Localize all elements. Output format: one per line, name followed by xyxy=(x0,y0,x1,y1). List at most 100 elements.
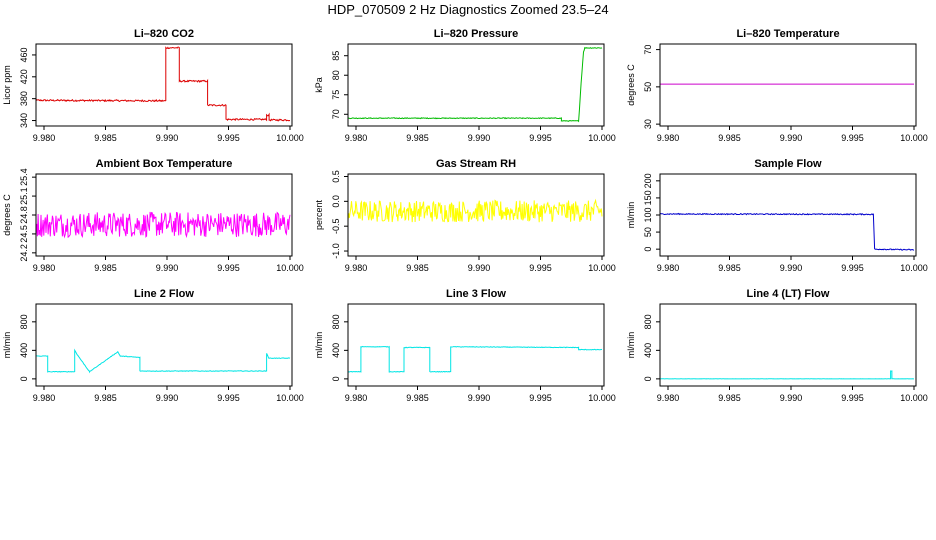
series-line xyxy=(348,345,603,373)
chart-panel-6: Sample Flow ml/min 9.980 9.985 9.990 9.995 10.… xyxy=(626,158,928,273)
x-tick-label: 9.980 xyxy=(345,133,368,143)
plot-frame xyxy=(347,173,605,257)
chart-panel-9: Line 4 (LT) Flow ml/min 9.980 9.985 9.990 9.9… xyxy=(626,288,928,403)
x-tick-label: 9.980 xyxy=(33,133,56,143)
x-tick-label: 9.995 xyxy=(217,393,240,403)
x-tick-label: 9.995 xyxy=(841,133,864,143)
x-tick-label: 10.000 xyxy=(276,133,304,143)
y-tick-label: 50 xyxy=(643,227,653,237)
y-tick-label: 0 xyxy=(643,376,653,381)
panel-title: Li–820 CO2 xyxy=(134,28,194,40)
x-tick-label: 9.980 xyxy=(657,133,680,143)
y-tick-label: 0.5 xyxy=(331,170,341,183)
x-tick-label: 9.990 xyxy=(780,393,803,403)
y-tick-label: 85 xyxy=(331,51,341,61)
y-axis-label: degrees C xyxy=(626,64,636,106)
panel-title: Ambient Box Temperature xyxy=(96,158,233,170)
x-tick-label: 9.985 xyxy=(94,393,117,403)
x-tick-label: 9.995 xyxy=(217,133,240,143)
x-tick-label: 9.980 xyxy=(345,393,368,403)
y-tick-label: 400 xyxy=(331,343,341,358)
x-tick-label: 9.995 xyxy=(841,393,864,403)
y-tick-label: 70 xyxy=(643,45,653,55)
x-tick-label: 9.980 xyxy=(345,263,368,273)
x-tick-label: 9.995 xyxy=(841,263,864,273)
x-tick-label: 9.990 xyxy=(780,133,803,143)
x-tick-label: 9.995 xyxy=(529,263,552,273)
y-axis-label: ml/min xyxy=(2,332,12,359)
x-tick-label: 9.990 xyxy=(780,263,803,273)
y-axis-label: ml/min xyxy=(626,202,636,229)
y-tick-label: 100 xyxy=(643,207,653,222)
x-tick-label: 9.995 xyxy=(529,133,552,143)
plot-frame xyxy=(659,43,917,127)
x-tick-label: 9.995 xyxy=(529,393,552,403)
series-line xyxy=(660,212,915,251)
y-tick-label: 380 xyxy=(19,91,29,106)
chart-panel-1: Li–820 CO2 Licor ppm 9.980 9.985 9.990 9.995 1… xyxy=(2,28,304,143)
chart-panel-5: Gas Stream RH percent 9.980 9.985 9.990 9.995… xyxy=(314,158,616,273)
y-tick-label: 24.2 xyxy=(19,244,29,262)
x-tick-label: 10.000 xyxy=(900,263,928,273)
plot-frame xyxy=(347,43,605,127)
x-tick-label: 9.990 xyxy=(468,393,491,403)
chart-panel-7: Line 2 Flow ml/min 9.980 9.985 9.990 9.995 10.… xyxy=(2,288,304,403)
series-line xyxy=(36,348,291,374)
y-tick-label: 460 xyxy=(19,47,29,62)
y-tick-label: 50 xyxy=(643,82,653,92)
y-tick-label: 150 xyxy=(643,190,653,205)
x-tick-label: 9.990 xyxy=(156,133,179,143)
y-tick-label: 70 xyxy=(331,109,341,119)
plot-frame xyxy=(35,173,293,257)
panel-title: Li–820 Temperature xyxy=(736,28,839,40)
page-title: HDP_070509 2 Hz Diagnostics Zoomed 23.5–… xyxy=(327,2,609,17)
y-tick-label: 80 xyxy=(331,70,341,80)
y-tick-label: 75 xyxy=(331,90,341,100)
y-axis-label: degrees C xyxy=(2,194,12,236)
y-tick-label: 0.0 xyxy=(331,195,341,208)
y-tick-label: 24.5 xyxy=(19,225,29,243)
y-tick-label: 420 xyxy=(19,69,29,84)
series-line xyxy=(36,211,291,239)
panel-title: Line 4 (LT) Flow xyxy=(747,288,830,300)
chart-panel-2: Li–820 Pressure kPa 9.980 9.985 9.990 9.995 10… xyxy=(314,28,616,143)
y-axis-label: ml/min xyxy=(314,332,324,359)
x-tick-label: 9.985 xyxy=(718,263,741,273)
y-tick-label: 400 xyxy=(19,343,29,358)
x-tick-label: 9.985 xyxy=(406,133,429,143)
x-tick-label: 9.990 xyxy=(156,393,179,403)
plot-frame xyxy=(659,173,917,257)
x-tick-label: 9.985 xyxy=(718,393,741,403)
y-tick-label: 0 xyxy=(19,376,29,381)
x-tick-label: 9.980 xyxy=(657,263,680,273)
chart-panel-4: Ambient Box Temperature degrees C 9.980 9.9… xyxy=(2,158,304,273)
x-tick-label: 9.990 xyxy=(468,133,491,143)
y-axis-label: Licor ppm xyxy=(2,65,12,105)
x-tick-label: 9.995 xyxy=(217,263,240,273)
y-tick-label: -0.5 xyxy=(331,218,341,234)
x-tick-label: 10.000 xyxy=(900,133,928,143)
panel-title: Sample Flow xyxy=(754,158,822,170)
x-tick-label: 10.000 xyxy=(588,133,616,143)
y-axis-label: kPa xyxy=(314,77,324,93)
y-tick-label: 0 xyxy=(331,376,341,381)
x-tick-label: 10.000 xyxy=(588,263,616,273)
x-tick-label: 9.980 xyxy=(33,393,56,403)
series-line xyxy=(36,46,291,122)
x-tick-label: 9.985 xyxy=(94,133,117,143)
y-tick-label: 800 xyxy=(19,314,29,329)
y-axis-label: percent xyxy=(314,199,324,230)
panel-title: Line 3 Flow xyxy=(446,288,506,300)
y-axis-label: ml/min xyxy=(626,332,636,359)
plot-frame xyxy=(35,43,293,127)
x-tick-label: 9.980 xyxy=(33,263,56,273)
x-tick-label: 9.985 xyxy=(406,263,429,273)
x-tick-label: 9.990 xyxy=(468,263,491,273)
y-tick-label: 800 xyxy=(643,314,653,329)
y-tick-label: 30 xyxy=(643,119,653,129)
x-tick-label: 9.985 xyxy=(718,133,741,143)
x-tick-label: 9.990 xyxy=(156,263,179,273)
chart-panel-3: Li–820 Temperature degrees C 9.980 9.985 9.9… xyxy=(626,28,928,143)
x-tick-label: 10.000 xyxy=(276,263,304,273)
series-line xyxy=(348,198,603,223)
